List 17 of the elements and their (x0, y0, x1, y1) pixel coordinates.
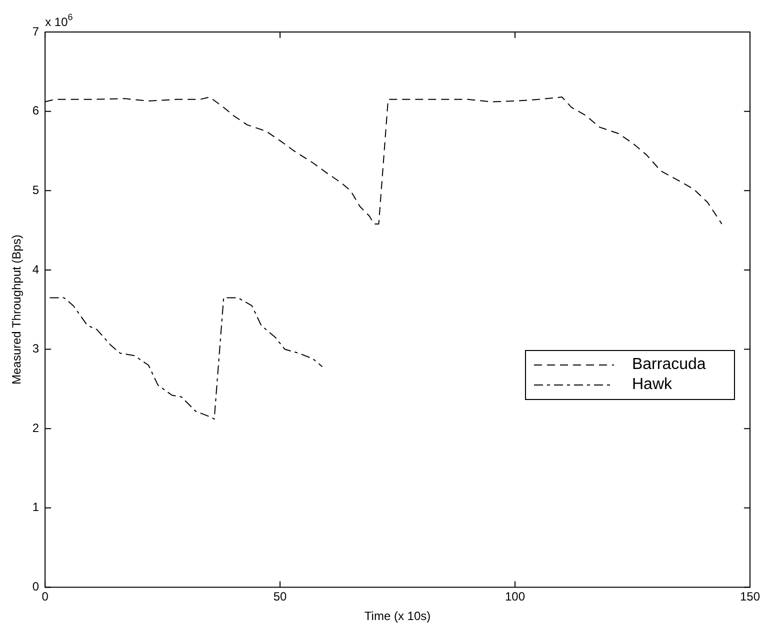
x-tick-label: 50 (273, 590, 288, 604)
y-axis-title: Measured Throughput (Bps) (10, 234, 24, 385)
line-series (49, 297, 323, 420)
legend-label: Barracuda (632, 356, 706, 374)
y-tick-label: 1 (32, 500, 40, 514)
x-tick-label: 150 (740, 590, 760, 604)
x-tick-label: 100 (505, 590, 526, 604)
legend-label: Hawk (632, 376, 672, 394)
y-tick-label: 5 (32, 182, 40, 197)
y-tick-label: 7 (32, 24, 40, 38)
x-axis-title: Time (x 10s) (364, 609, 431, 624)
y-tick-label: 3 (32, 342, 40, 356)
y-tick-label: 4 (32, 262, 40, 276)
y-tick-label: 0 (32, 580, 40, 594)
y-tick-label: 6 (32, 104, 40, 118)
x-tick-label: 0 (42, 590, 49, 604)
y-tick-label: 2 (32, 420, 40, 435)
